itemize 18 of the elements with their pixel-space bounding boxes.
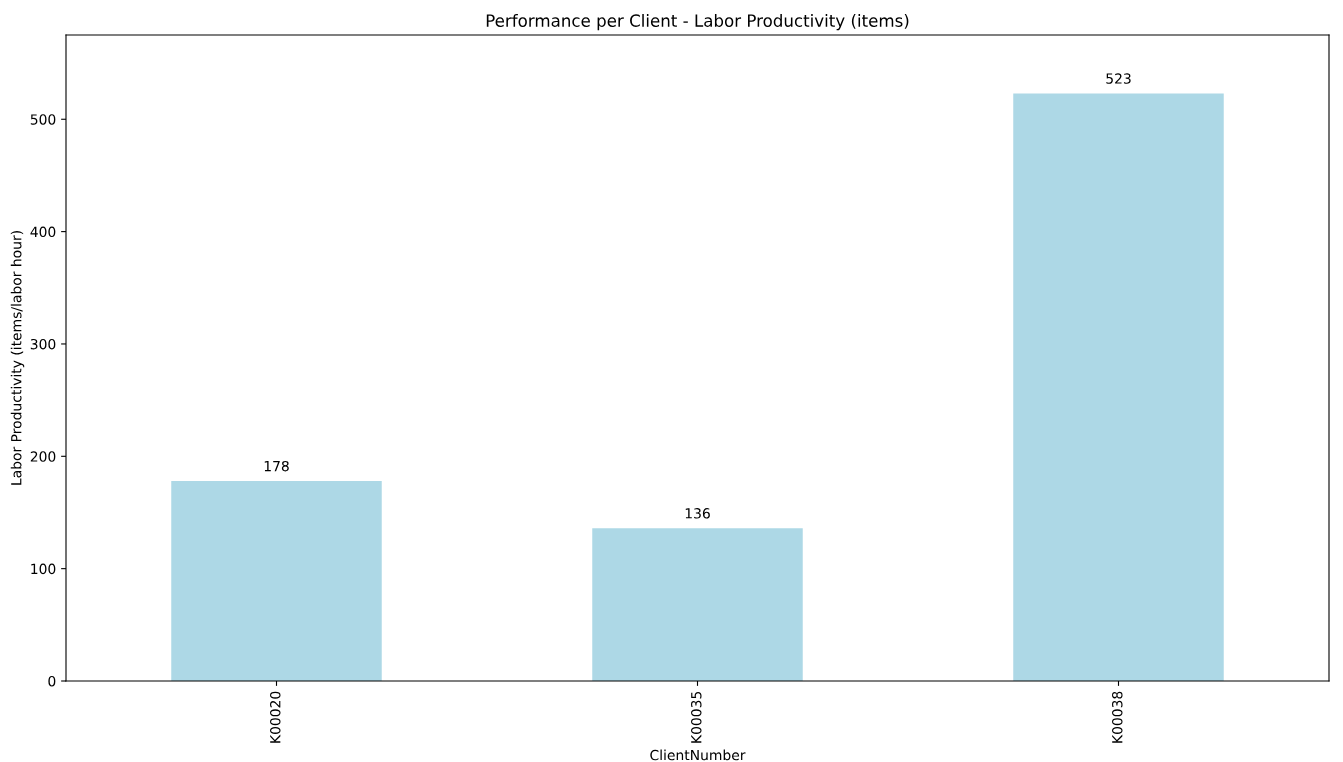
x-tick-label: K00035	[691, 691, 702, 743]
y-tick-label: 300	[30, 338, 56, 350]
data-label: 136	[685, 508, 710, 519]
y-axis-title: Labor Productivity (items/labor hour)	[10, 231, 25, 485]
data-label: 523	[1106, 73, 1131, 84]
bar	[592, 528, 803, 681]
y-tick-label: 500	[30, 114, 56, 125]
y-tick-label: 200	[30, 451, 56, 462]
bar	[1013, 93, 1224, 681]
x-tick-label: K00038	[1112, 691, 1123, 743]
data-label: 178	[264, 460, 289, 472]
chart-title: Performance per Client - Labor Productivity (items)	[486, 14, 909, 31]
y-tick-label: 0	[48, 675, 56, 687]
x-tick-label: K00020	[270, 691, 281, 743]
bar	[171, 481, 382, 681]
x-axis-title: ClientNumber	[650, 749, 746, 761]
y-tick-label: 400	[30, 226, 56, 238]
y-tick-label: 100	[31, 563, 56, 575]
